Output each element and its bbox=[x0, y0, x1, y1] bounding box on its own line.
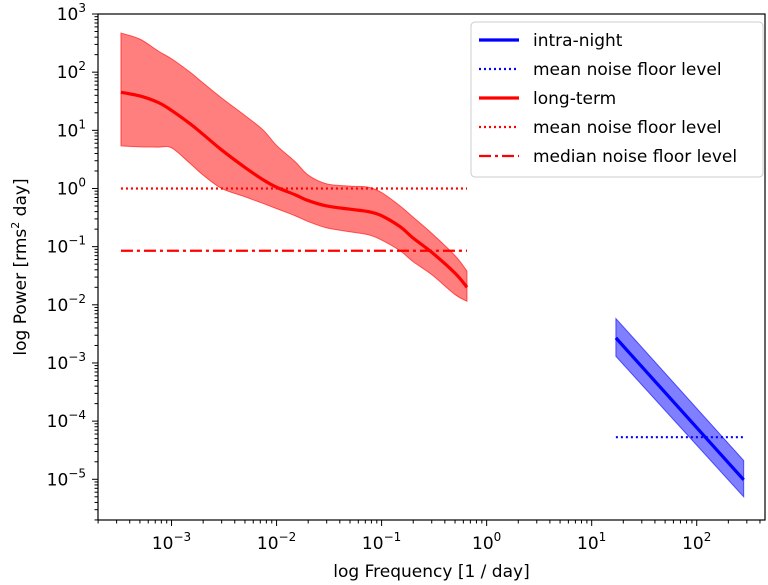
band-long-term bbox=[120, 32, 468, 303]
x-tick-label: 102 bbox=[682, 530, 711, 554]
x-tick-label: 101 bbox=[577, 530, 606, 554]
legend-label: long-term bbox=[533, 89, 616, 109]
y-tick-label: 103 bbox=[57, 1, 86, 25]
legend-box bbox=[470, 21, 764, 178]
y-axis-ticks: 103 102 101 100 10−1 10−2 10−3 10−4 10−5 bbox=[47, 1, 98, 521]
line-intra-night bbox=[614, 336, 745, 481]
y-tick-label: 102 bbox=[57, 59, 86, 83]
legend: intra-night mean noise floor level long-te… bbox=[470, 21, 764, 178]
y-axis-label-sup: 2 bbox=[9, 222, 22, 229]
legend-label: median noise floor level bbox=[533, 147, 737, 167]
y-tick-label: 101 bbox=[57, 117, 86, 141]
noise-floor-lines bbox=[120, 187, 744, 439]
x-axis-ticks: 10−3 10−2 10−1 100 101 102 bbox=[97, 520, 761, 554]
y-tick-label: 10−2 bbox=[47, 292, 86, 316]
y-tick-label: 10−4 bbox=[47, 408, 86, 432]
y-tick-label: 10−3 bbox=[47, 350, 86, 374]
y-axis-label: log Power [rms2 day] bbox=[9, 178, 31, 355]
series-lines bbox=[120, 90, 745, 481]
legend-label: intra-night bbox=[533, 31, 623, 51]
x-tick-label: 10−2 bbox=[257, 530, 296, 554]
x-tick-label: 10−3 bbox=[152, 530, 191, 554]
legend-label: mean noise floor level bbox=[533, 118, 722, 138]
line-long-term bbox=[120, 90, 469, 289]
y-axis-label-main: log Power [rms bbox=[11, 229, 31, 356]
x-tick-label: 10−1 bbox=[362, 530, 401, 554]
y-tick-label: 10−5 bbox=[47, 466, 86, 490]
y-tick-label: 10−1 bbox=[47, 234, 86, 258]
y-tick-label: 100 bbox=[57, 175, 86, 199]
legend-label: mean noise floor level bbox=[533, 60, 722, 80]
x-tick-label: 100 bbox=[472, 530, 501, 554]
x-axis-label: log Frequency [1 / day] bbox=[333, 562, 529, 582]
y-axis-label-end: day] bbox=[11, 178, 31, 221]
